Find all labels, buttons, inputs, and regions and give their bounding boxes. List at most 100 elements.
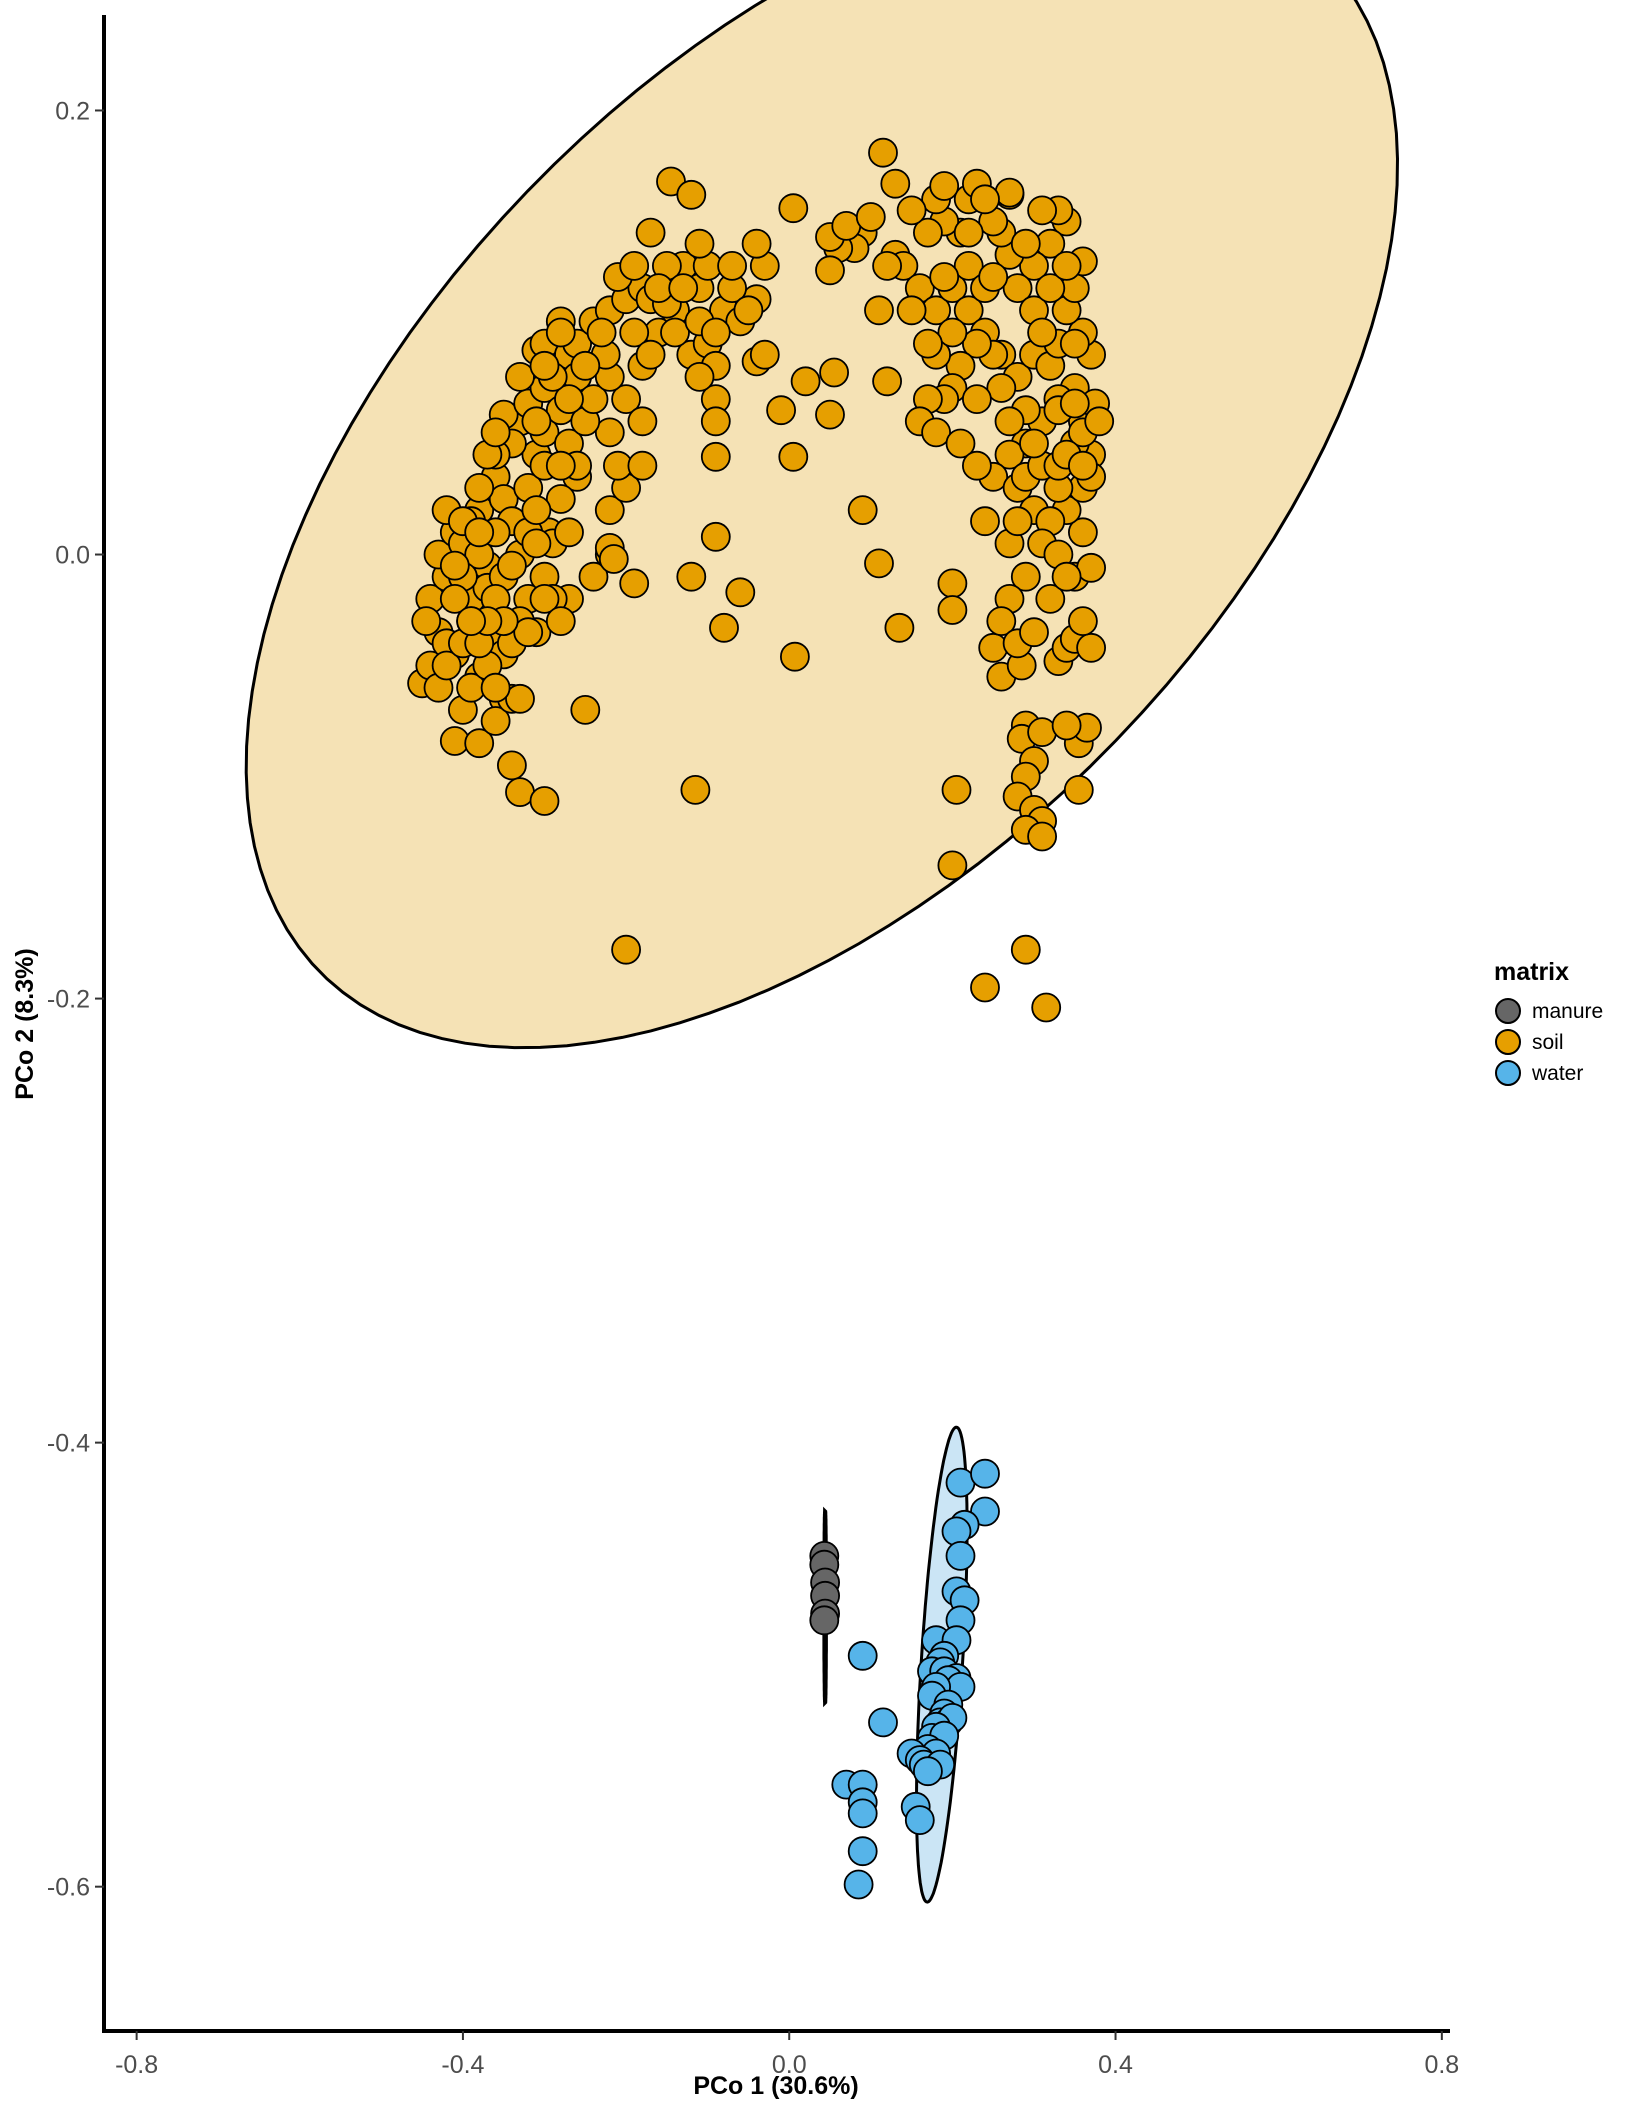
legend-label-water: water: [1531, 1062, 1583, 1085]
point-soil: [815, 399, 845, 430]
point-soil: [1059, 388, 1090, 419]
point-soil: [635, 339, 666, 370]
point-soil: [962, 450, 992, 481]
point-water: [913, 1756, 943, 1787]
point-water: [847, 1640, 878, 1671]
point-soil: [1063, 775, 1094, 805]
point-soil: [896, 195, 927, 226]
point-soil: [1035, 584, 1066, 614]
legend-label-manure: manure: [1532, 1000, 1603, 1023]
point-soil: [545, 484, 576, 514]
point-soil: [619, 317, 650, 348]
point-soil: [929, 262, 960, 292]
point-water: [843, 1869, 874, 1900]
point-soil: [619, 568, 650, 599]
point-soil: [611, 384, 641, 415]
point-soil: [1010, 934, 1041, 965]
point-soil: [864, 295, 894, 326]
point-soil: [778, 441, 809, 472]
point-soil: [578, 561, 609, 592]
point-soil: [480, 706, 511, 736]
point-soil: [1002, 506, 1033, 537]
point-soil: [1051, 561, 1082, 592]
x-tick-label: -0.4: [441, 2051, 484, 2079]
point-soil: [570, 350, 601, 381]
point-soil: [937, 595, 968, 625]
point-soil: [586, 317, 617, 348]
point-soil: [411, 606, 442, 636]
point-soil: [513, 617, 544, 648]
y-tick-label: 0.0: [55, 542, 90, 570]
point-soil: [529, 786, 560, 816]
point-water: [847, 1798, 878, 1829]
point-soil: [941, 775, 972, 805]
y-tick-label: -0.6: [47, 1874, 90, 1902]
point-water: [945, 1541, 976, 1571]
point-soil: [1051, 250, 1082, 281]
point-soil: [994, 177, 1025, 208]
point-soil: [1010, 228, 1041, 259]
point-soil: [521, 495, 552, 526]
point-soil: [529, 350, 560, 381]
point-soil: [962, 384, 992, 415]
point-soil: [480, 417, 511, 448]
point-soil: [937, 568, 968, 599]
x-tick-label: -0.8: [115, 2051, 158, 2079]
point-soil: [970, 506, 1000, 537]
point-soil: [684, 228, 715, 259]
point-soil: [464, 517, 495, 548]
point-soil: [431, 650, 462, 681]
point-soil: [953, 295, 984, 326]
point-soil: [709, 612, 739, 643]
legend-key-soil: [1495, 1029, 1521, 1055]
point-soil: [953, 250, 984, 281]
point-soil: [937, 317, 968, 348]
point-soil: [921, 417, 951, 448]
point-soil: [872, 250, 902, 281]
data-points: [407, 137, 1115, 1900]
point-soil: [594, 495, 625, 526]
point-soil: [545, 606, 576, 636]
point-soil: [868, 137, 898, 168]
point-soil: [611, 934, 641, 965]
point-soil: [819, 357, 849, 388]
point-soil: [780, 641, 810, 672]
point-soil: [505, 683, 535, 714]
point-soil: [598, 544, 629, 574]
point-soil: [717, 250, 747, 281]
point-soil: [725, 577, 756, 608]
point-water: [868, 1707, 898, 1738]
point-soil: [1010, 561, 1041, 592]
point-water: [904, 1805, 935, 1835]
point-soil: [594, 417, 625, 448]
legend: matrix manure soil water: [1494, 958, 1603, 1086]
point-soil: [1027, 717, 1057, 747]
point-soil: [700, 406, 731, 437]
point-soil: [627, 406, 658, 437]
point-manure: [809, 1605, 840, 1636]
point-water: [847, 1836, 878, 1867]
legend-key-manure: [1495, 998, 1521, 1024]
point-soil: [790, 366, 821, 397]
point-soil: [668, 273, 699, 304]
point-soil: [970, 972, 1000, 1003]
point-soil: [521, 406, 552, 437]
point-water: [941, 1516, 972, 1547]
point-soil: [1084, 406, 1115, 437]
point-soil: [978, 262, 1009, 292]
point-soil: [1068, 517, 1098, 548]
y-tick-label: -0.2: [47, 986, 90, 1014]
legend-title: matrix: [1494, 958, 1569, 986]
point-soil: [676, 561, 707, 592]
point-soil: [953, 217, 984, 248]
point-soil: [1027, 317, 1057, 348]
point-soil: [1019, 617, 1049, 648]
x-axis-title: PCo 1 (30.6%): [693, 2072, 858, 2100]
point-soil: [855, 202, 886, 232]
y-tick-label: -0.4: [47, 1430, 90, 1458]
x-tick-label: 0.0: [772, 2051, 807, 2079]
point-soil: [978, 632, 1009, 663]
point-soil: [1059, 328, 1090, 359]
point-soil: [700, 441, 731, 472]
